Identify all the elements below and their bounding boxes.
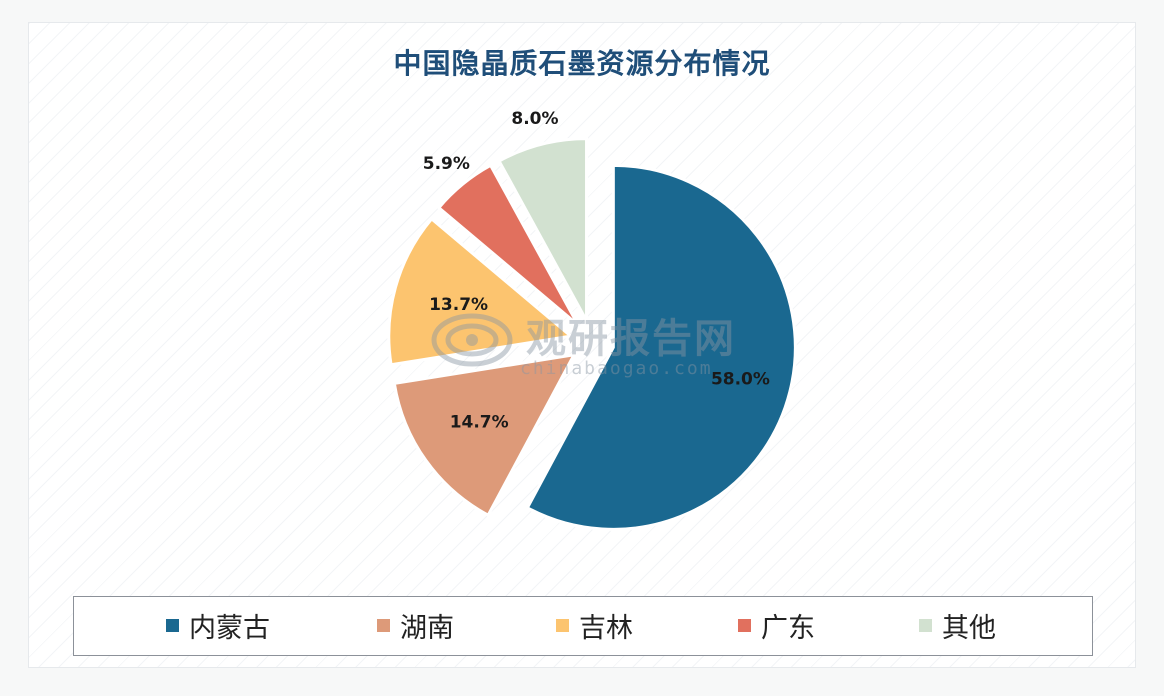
watermark-url: chinabaogao.com [520, 358, 713, 379]
label-other: 8.0% [511, 109, 558, 129]
legend-label: 内蒙古 [189, 613, 270, 644]
legend-label: 湖南 [400, 613, 454, 644]
legend-swatch [919, 619, 932, 632]
legend-item-guangdong: 广东 [738, 597, 815, 654]
label-hunan: 14.7% [450, 412, 509, 432]
legend-swatch [166, 619, 179, 632]
legend-label: 广东 [761, 613, 815, 644]
watermark-logo-icon [431, 313, 513, 367]
legend-item-jilin: 吉林 [556, 597, 633, 654]
slice-hunan [392, 352, 577, 518]
legend-item-hunan: 湖南 [377, 597, 454, 654]
legend-swatch [738, 619, 751, 632]
legend: 内蒙古 湖南 吉林 广东 其他 [73, 596, 1093, 656]
watermark-brand: 观研报告网 [526, 316, 736, 362]
slice-guangdong [436, 163, 580, 327]
legend-item-neimenggu: 内蒙古 [166, 597, 270, 654]
legend-label: 其他 [942, 613, 996, 644]
legend-swatch [556, 619, 569, 632]
slice-other [497, 137, 589, 322]
watermark: 观研报告网 chinabaogao.com [430, 306, 750, 386]
legend-swatch [377, 619, 390, 632]
label-neimenggu: 58.0% [711, 369, 770, 389]
slice-jilin [387, 216, 575, 367]
chart-title: 中国隐晶质石墨资源分布情况 [393, 47, 771, 80]
slice-neimenggu [525, 163, 797, 531]
label-guangdong: 5.9% [423, 154, 470, 174]
label-jilin: 13.7% [429, 295, 488, 315]
legend-label: 吉林 [579, 613, 633, 644]
legend-item-other: 其他 [919, 597, 996, 654]
